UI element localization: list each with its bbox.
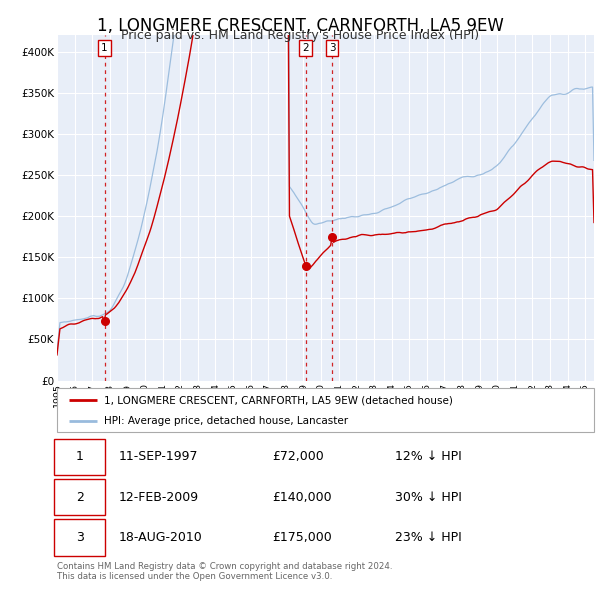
Text: 23% ↓ HPI: 23% ↓ HPI [395, 531, 462, 544]
Text: £140,000: £140,000 [272, 490, 331, 504]
FancyBboxPatch shape [55, 479, 106, 515]
Text: 30% ↓ HPI: 30% ↓ HPI [395, 490, 462, 504]
Text: 2: 2 [76, 490, 84, 504]
Text: HPI: Average price, detached house, Lancaster: HPI: Average price, detached house, Lanc… [104, 416, 349, 426]
FancyBboxPatch shape [55, 438, 106, 475]
Text: Contains HM Land Registry data © Crown copyright and database right 2024.
This d: Contains HM Land Registry data © Crown c… [57, 562, 392, 581]
Text: 1, LONGMERE CRESCENT, CARNFORTH, LA5 9EW (detached house): 1, LONGMERE CRESCENT, CARNFORTH, LA5 9EW… [104, 395, 453, 405]
Text: 3: 3 [76, 531, 84, 544]
Text: 3: 3 [329, 42, 335, 53]
Text: 2: 2 [302, 42, 309, 53]
Text: Price paid vs. HM Land Registry's House Price Index (HPI): Price paid vs. HM Land Registry's House … [121, 30, 479, 42]
Text: 1: 1 [101, 42, 108, 53]
Text: £175,000: £175,000 [272, 531, 332, 544]
Text: 1: 1 [76, 450, 84, 463]
FancyBboxPatch shape [55, 519, 106, 556]
Text: 12% ↓ HPI: 12% ↓ HPI [395, 450, 462, 463]
Text: 18-AUG-2010: 18-AUG-2010 [119, 531, 203, 544]
Text: 1, LONGMERE CRESCENT, CARNFORTH, LA5 9EW: 1, LONGMERE CRESCENT, CARNFORTH, LA5 9EW [97, 17, 503, 35]
Text: £72,000: £72,000 [272, 450, 323, 463]
Text: 11-SEP-1997: 11-SEP-1997 [119, 450, 198, 463]
Text: 12-FEB-2009: 12-FEB-2009 [119, 490, 199, 504]
